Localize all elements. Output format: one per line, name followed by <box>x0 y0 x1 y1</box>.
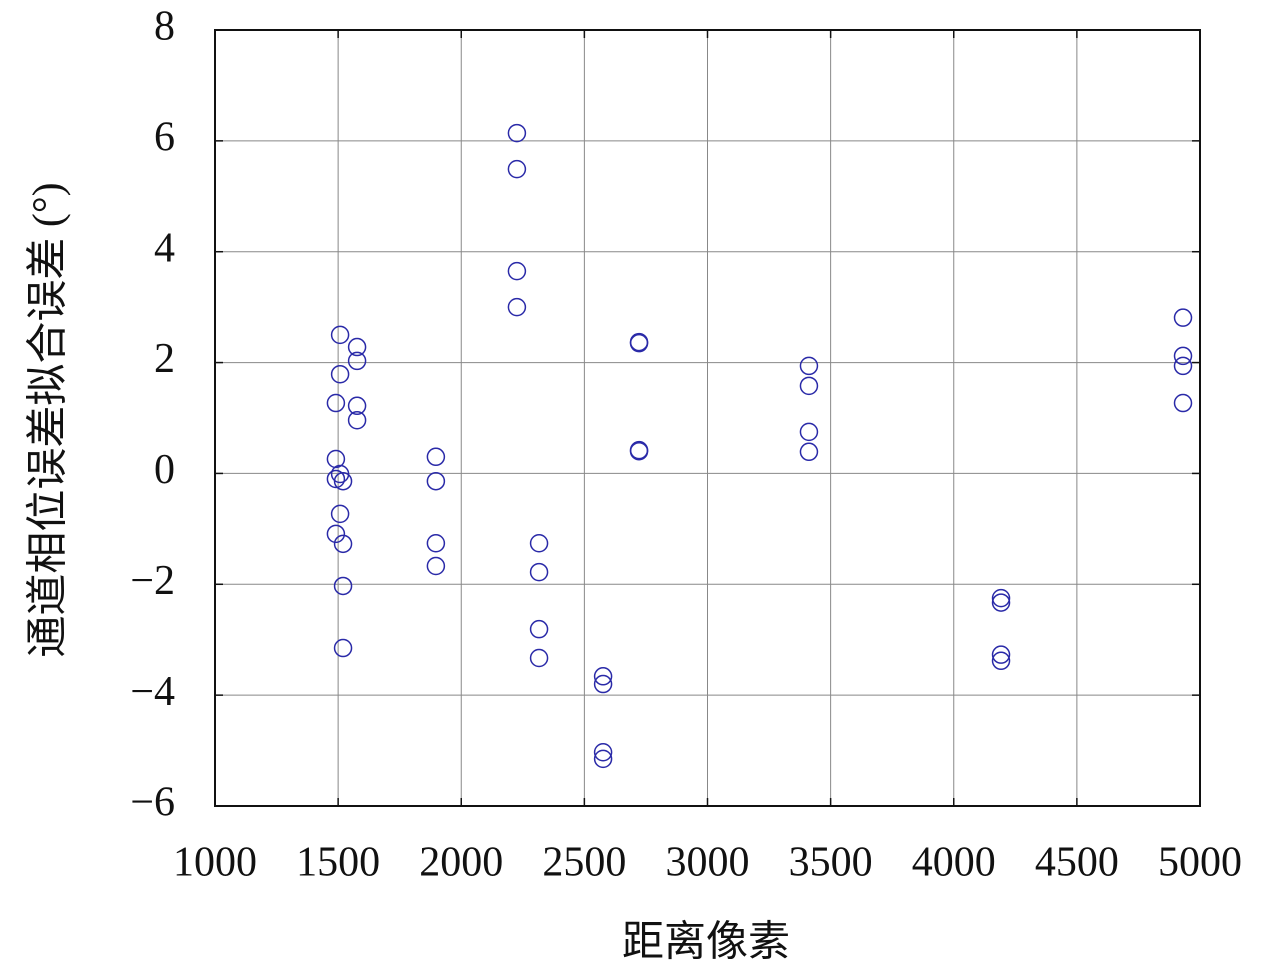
x-tick-label: 2000 <box>419 840 503 886</box>
point <box>629 442 649 461</box>
point <box>1173 393 1193 413</box>
point <box>326 469 346 489</box>
x-tick-label: 3000 <box>666 840 750 886</box>
point <box>991 651 1011 671</box>
point <box>507 297 527 317</box>
x-tick-label: 2500 <box>542 840 626 886</box>
y-tick-label: −4 <box>130 669 175 715</box>
point <box>507 159 527 179</box>
y-tick-label: 6 <box>154 114 175 160</box>
x-axis-label: 距离像素 <box>622 919 790 966</box>
x-tick-label: 4000 <box>912 840 996 886</box>
x-tick-label: 4500 <box>1035 840 1119 886</box>
x-tick-label: 1000 <box>173 840 257 886</box>
point <box>1173 346 1193 366</box>
point <box>991 593 1011 612</box>
point <box>347 396 367 416</box>
point <box>991 645 1011 664</box>
point <box>426 534 446 553</box>
point <box>991 588 1011 608</box>
point <box>330 364 350 384</box>
plot-frame <box>214 29 1201 807</box>
point <box>330 504 350 524</box>
point <box>507 123 527 143</box>
point <box>799 356 819 376</box>
y-axis-label: 通道相位误差拟合误差 (°) <box>25 182 72 657</box>
x-tick-label: 5000 <box>1158 840 1242 886</box>
y-tick-label: 8 <box>154 4 175 50</box>
y-tick-label: −2 <box>130 558 175 604</box>
point <box>1173 356 1193 376</box>
point <box>333 638 353 658</box>
point <box>1173 308 1193 327</box>
point <box>529 648 549 668</box>
point <box>529 562 549 582</box>
y-tick-label: 0 <box>154 447 175 493</box>
point <box>326 524 346 544</box>
point <box>333 534 353 554</box>
point <box>629 333 649 353</box>
point <box>593 749 613 769</box>
point <box>426 556 446 576</box>
point <box>326 393 346 413</box>
y-tick-label: 4 <box>154 225 175 271</box>
point <box>333 471 353 491</box>
y-tick-label: −6 <box>130 780 175 826</box>
point <box>799 422 819 442</box>
point <box>347 337 367 357</box>
point <box>529 534 549 553</box>
point <box>593 674 613 694</box>
point <box>426 471 446 491</box>
point <box>347 351 367 371</box>
point <box>333 576 353 596</box>
y-tick-label: 2 <box>154 336 175 382</box>
point <box>426 447 446 467</box>
point <box>347 410 367 430</box>
point <box>799 376 819 396</box>
x-tick-label: 1500 <box>296 840 380 886</box>
point <box>507 261 527 281</box>
point <box>326 449 346 469</box>
point <box>330 325 350 345</box>
x-tick-label: 3500 <box>789 840 873 886</box>
point <box>593 742 613 762</box>
point <box>593 667 613 686</box>
point <box>529 619 549 639</box>
point <box>799 442 819 462</box>
